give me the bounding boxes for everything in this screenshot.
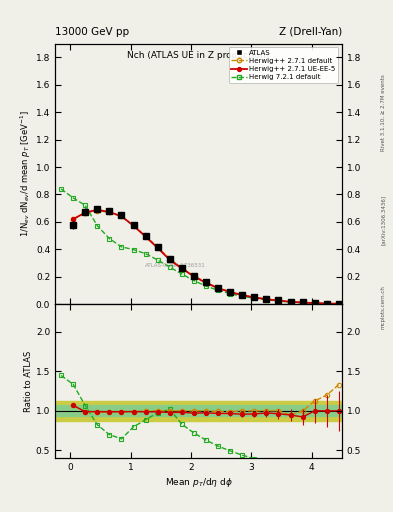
Y-axis label: 1/N$_{ev}$ dN$_{ev}$/d mean $p_T$ [GeV$^{-1}$]: 1/N$_{ev}$ dN$_{ev}$/d mean $p_T$ [GeV$^…	[18, 111, 33, 237]
Text: Nch (ATLAS UE in Z production): Nch (ATLAS UE in Z production)	[127, 51, 270, 60]
Legend: ATLAS, Herwig++ 2.7.1 default, Herwig++ 2.7.1 UE-EE-5, Herwig 7.2.1 default: ATLAS, Herwig++ 2.7.1 default, Herwig++ …	[229, 47, 338, 83]
Y-axis label: Ratio to ATLAS: Ratio to ATLAS	[24, 351, 33, 412]
Text: Z (Drell-Yan): Z (Drell-Yan)	[279, 27, 342, 37]
Text: ATLAS-CONF-1736531: ATLAS-CONF-1736531	[145, 263, 206, 268]
X-axis label: Mean $p_T$/d$\eta$ d$\phi$: Mean $p_T$/d$\eta$ d$\phi$	[165, 476, 232, 489]
Text: 13000 GeV pp: 13000 GeV pp	[55, 27, 129, 37]
Text: mcplots.cern.ch: mcplots.cern.ch	[381, 285, 386, 329]
Text: Rivet 3.1.10, ≥ 2.7M events: Rivet 3.1.10, ≥ 2.7M events	[381, 74, 386, 151]
Text: [arXiv:1306.3436]: [arXiv:1306.3436]	[381, 195, 386, 245]
